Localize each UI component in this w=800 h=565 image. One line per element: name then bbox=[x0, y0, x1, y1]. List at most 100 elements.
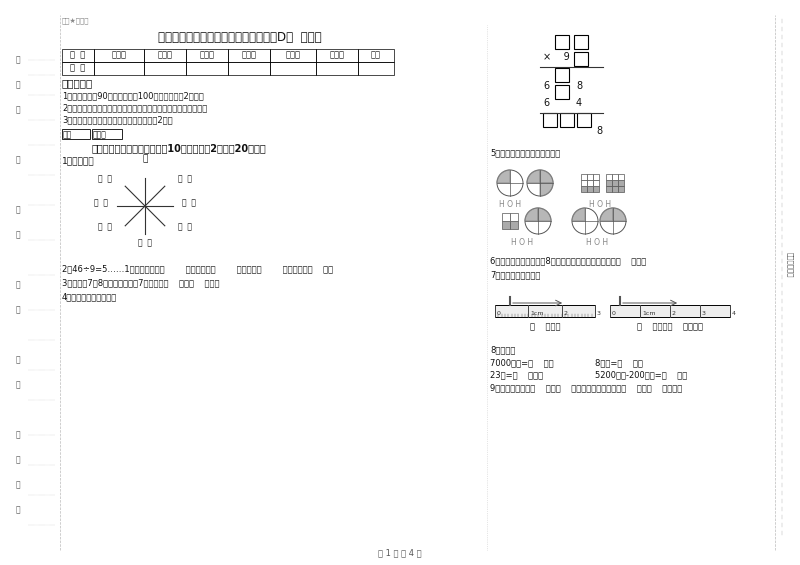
Text: 填空题: 填空题 bbox=[111, 50, 126, 59]
Text: 6、小明从一楼到三楼用8秒，照这样他从一楼到五楼用（    ）秒。: 6、小明从一楼到三楼用8秒，照这样他从一楼到五楼用（ ）秒。 bbox=[490, 256, 646, 265]
Text: （  ）: （ ） bbox=[98, 223, 112, 232]
Bar bbox=[587, 186, 593, 192]
Bar bbox=[270, 49, 316, 62]
Text: 3: 3 bbox=[597, 311, 601, 316]
Text: 级: 级 bbox=[16, 380, 20, 389]
Text: 6: 6 bbox=[543, 81, 549, 91]
Text: 综合题: 综合题 bbox=[286, 50, 301, 59]
Bar bbox=[316, 49, 358, 62]
Text: 封: 封 bbox=[16, 80, 20, 89]
Bar bbox=[228, 62, 270, 75]
Text: 题: 题 bbox=[16, 480, 20, 489]
Text: 姓: 姓 bbox=[16, 280, 20, 289]
Bar bbox=[510, 221, 518, 229]
Text: ×    9: × 9 bbox=[543, 52, 570, 62]
Text: （: （ bbox=[16, 430, 20, 439]
Polygon shape bbox=[527, 170, 540, 183]
Bar bbox=[92, 129, 122, 139]
Bar bbox=[574, 35, 588, 49]
Bar bbox=[555, 68, 569, 82]
Text: 得分: 得分 bbox=[63, 130, 72, 139]
Bar bbox=[144, 49, 186, 62]
Text: 0: 0 bbox=[497, 311, 501, 316]
Bar bbox=[358, 62, 394, 75]
Text: 一、用心思考，正确填空（共10小题，每题2分，共20分）。: 一、用心思考，正确填空（共10小题，每题2分，共20分）。 bbox=[92, 143, 266, 153]
Text: 判断题: 判断题 bbox=[199, 50, 214, 59]
Text: 4: 4 bbox=[576, 98, 582, 108]
Text: 名: 名 bbox=[16, 305, 20, 314]
Polygon shape bbox=[600, 208, 613, 221]
Text: 8千克=（    ）克: 8千克=（ ）克 bbox=[595, 358, 643, 367]
Bar bbox=[574, 52, 588, 66]
Polygon shape bbox=[538, 208, 551, 221]
Text: 题  号: 题 号 bbox=[70, 50, 86, 59]
Text: 1cm: 1cm bbox=[642, 311, 655, 316]
Text: 多媒（副卷）: 多媒（副卷） bbox=[786, 252, 794, 278]
Text: （  ）: （ ） bbox=[138, 238, 152, 247]
Bar bbox=[62, 49, 94, 62]
Text: （  ）: （ ） bbox=[182, 198, 196, 207]
Text: 2、请首先按要求在试卷的指定位置填写您的姓名、班级、学号。: 2、请首先按要求在试卷的指定位置填写您的姓名、班级、学号。 bbox=[62, 103, 207, 112]
Bar bbox=[543, 113, 557, 127]
Text: 1、考试时间：90分钟，满分为100分（含卷面分2分）。: 1、考试时间：90分钟，满分为100分（含卷面分2分）。 bbox=[62, 91, 204, 100]
Bar bbox=[593, 174, 599, 180]
Text: 江苏版三年级数学上学期期末考试试题D卷  附解析: 江苏版三年级数学上学期期末考试试题D卷 附解析 bbox=[158, 31, 322, 44]
Polygon shape bbox=[572, 208, 585, 221]
Text: 3: 3 bbox=[702, 311, 706, 316]
Text: 考试须知：: 考试须知： bbox=[62, 78, 94, 88]
Text: 8、换算。: 8、换算。 bbox=[490, 345, 515, 354]
Text: 2、46÷9=5……1中，被除数是（        ），除数是（        ），商是（        ），余数是（    ）。: 2、46÷9=5……1中，被除数是（ ），除数是（ ），商是（ ），余数是（ ）… bbox=[62, 264, 333, 273]
Text: 7000千克=（    ）吨: 7000千克=（ ）吨 bbox=[490, 358, 554, 367]
Text: H O H: H O H bbox=[586, 238, 608, 247]
Text: 北: 北 bbox=[142, 154, 148, 163]
Bar bbox=[186, 62, 228, 75]
Bar bbox=[593, 186, 599, 192]
Bar bbox=[502, 221, 510, 229]
Text: （    ）毫米: （ ）毫米 bbox=[530, 322, 560, 331]
Bar bbox=[610, 305, 730, 317]
Bar bbox=[581, 174, 587, 180]
Polygon shape bbox=[613, 208, 626, 221]
Bar bbox=[618, 174, 624, 180]
Text: H O H: H O H bbox=[589, 200, 611, 209]
Bar bbox=[577, 113, 591, 127]
Bar bbox=[606, 174, 612, 180]
Bar bbox=[581, 180, 587, 186]
Text: 23吨=（    ）千克: 23吨=（ ）千克 bbox=[490, 370, 543, 379]
Bar bbox=[62, 62, 94, 75]
Bar bbox=[94, 49, 144, 62]
Bar bbox=[593, 180, 599, 186]
Text: 线: 线 bbox=[16, 105, 20, 114]
Text: 校: 校 bbox=[16, 230, 20, 239]
Text: 总分: 总分 bbox=[371, 50, 381, 59]
Text: （  ）: （ ） bbox=[94, 198, 108, 207]
Text: 2: 2 bbox=[564, 311, 568, 316]
Bar bbox=[270, 62, 316, 75]
Text: 8: 8 bbox=[576, 81, 582, 91]
Text: 9、小红家在学校（    ）方（    ）米处，小明家在学校（    ）方（    ）米处。: 9、小红家在学校（ ）方（ ）米处，小明家在学校（ ）方（ ）米处。 bbox=[490, 383, 682, 392]
Text: 密: 密 bbox=[16, 55, 20, 64]
Text: （    ）厘米（    ）毫米。: （ ）厘米（ ）毫米。 bbox=[637, 322, 703, 331]
Bar bbox=[94, 62, 144, 75]
Text: H O H: H O H bbox=[499, 200, 521, 209]
Text: 7、量出钉子的长度。: 7、量出钉子的长度。 bbox=[490, 270, 540, 279]
Bar bbox=[555, 35, 569, 49]
Text: （  ）: （ ） bbox=[178, 175, 192, 184]
Bar bbox=[228, 49, 270, 62]
Text: 5、看图写分数，并比较大小。: 5、看图写分数，并比较大小。 bbox=[490, 148, 560, 157]
Text: 8: 8 bbox=[596, 126, 602, 136]
Bar bbox=[606, 180, 612, 186]
Text: 选择题: 选择题 bbox=[158, 50, 173, 59]
Polygon shape bbox=[525, 208, 538, 221]
Text: 得  分: 得 分 bbox=[70, 63, 86, 72]
Text: H O H: H O H bbox=[511, 238, 533, 247]
Bar bbox=[555, 85, 569, 99]
Bar bbox=[612, 186, 618, 192]
Text: 微课★自用版: 微课★自用版 bbox=[62, 17, 90, 24]
Bar bbox=[186, 49, 228, 62]
Text: 4: 4 bbox=[732, 311, 736, 316]
Text: 答: 答 bbox=[16, 455, 20, 464]
Text: （  ）: （ ） bbox=[98, 175, 112, 184]
Text: 评卷人: 评卷人 bbox=[93, 130, 107, 139]
Text: 应用题: 应用题 bbox=[330, 50, 345, 59]
